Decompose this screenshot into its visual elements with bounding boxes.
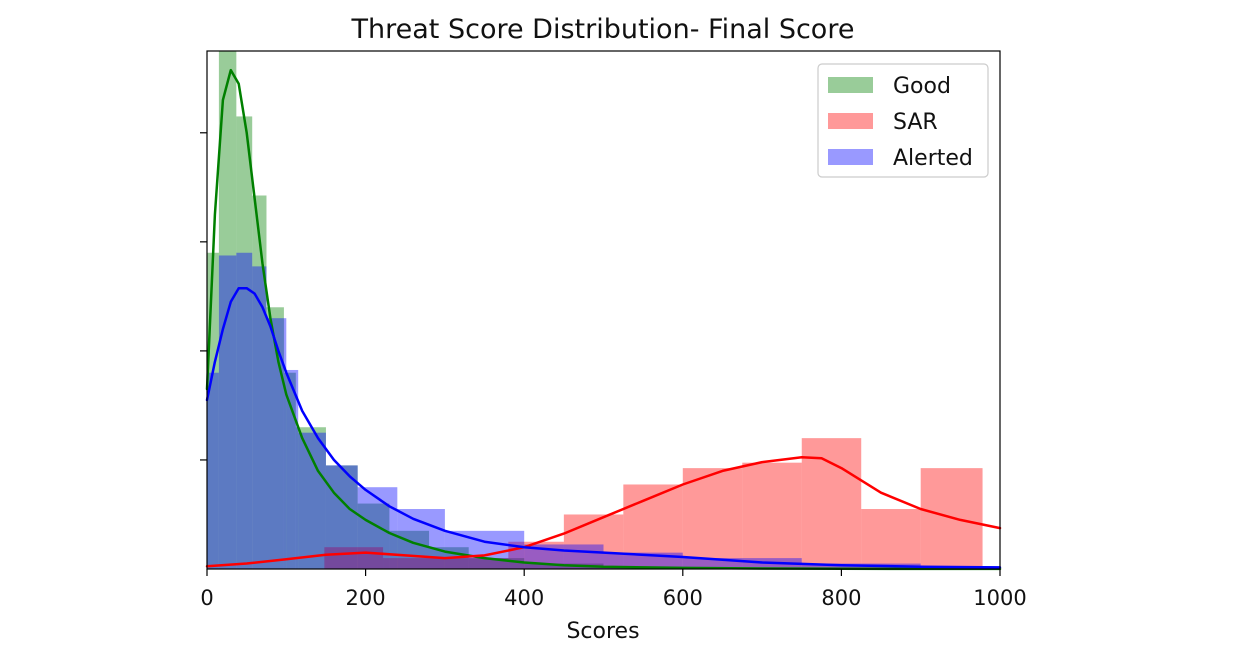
legend-box (817, 63, 989, 178)
bar-good (325, 465, 358, 569)
bar-good (295, 427, 326, 569)
bar-good (266, 307, 284, 569)
legend-swatch-sar (828, 113, 873, 129)
bar-alerted (266, 318, 287, 569)
bar-good (283, 372, 296, 569)
x-tick-label: 400 (504, 586, 544, 610)
bar-sar (801, 438, 862, 569)
bar-sar (682, 468, 743, 569)
bar-sar (383, 558, 445, 569)
x-tick-label: 800 (821, 586, 861, 610)
bar-sar (742, 462, 802, 569)
bar-alerted (298, 432, 326, 569)
kde-curves (205, 68, 1002, 571)
legend-label-alerted: Alerted (893, 146, 973, 171)
x-tick-label: 600 (663, 586, 703, 610)
plot-frame (206, 50, 1001, 570)
bar-good (357, 503, 390, 569)
bar-sar (563, 514, 624, 569)
y-axis-ticks (200, 132, 207, 461)
bar-alerted (286, 369, 299, 569)
bar-sar (861, 509, 921, 569)
bar-alerted (236, 252, 253, 569)
bar-alerted (207, 372, 219, 569)
kde-line-sar (205, 455, 1002, 568)
bar-good (252, 195, 267, 569)
x-tick-label: 0 (200, 586, 213, 610)
bar-good (468, 558, 525, 569)
legend-swatch-good (828, 77, 873, 93)
chart-title: Threat Score Distribution- Final Score (351, 14, 855, 45)
legend: Good SAR Alerted (817, 63, 989, 178)
legend-label-good: Good (893, 74, 951, 99)
x-tick-label: 200 (346, 586, 386, 610)
bar-alerted (682, 558, 802, 569)
legend-swatch-alerted (828, 149, 873, 165)
legend-label-sar: SAR (893, 110, 938, 135)
bar-alerted (325, 465, 358, 569)
bar-alerted (218, 255, 237, 569)
bar-alerted (252, 266, 267, 569)
bar-good (207, 252, 219, 569)
bar-good (389, 530, 430, 569)
x-axis-ticks: 0 200 400 600 800 1000 (200, 569, 1027, 610)
x-axis-label: Scores (566, 619, 639, 644)
bar-sar (444, 558, 509, 569)
kde-line-good (205, 68, 1002, 571)
x-tick-label: 1000 (973, 586, 1026, 610)
bar-good (236, 116, 253, 569)
kde-line-alerted (205, 286, 1002, 569)
